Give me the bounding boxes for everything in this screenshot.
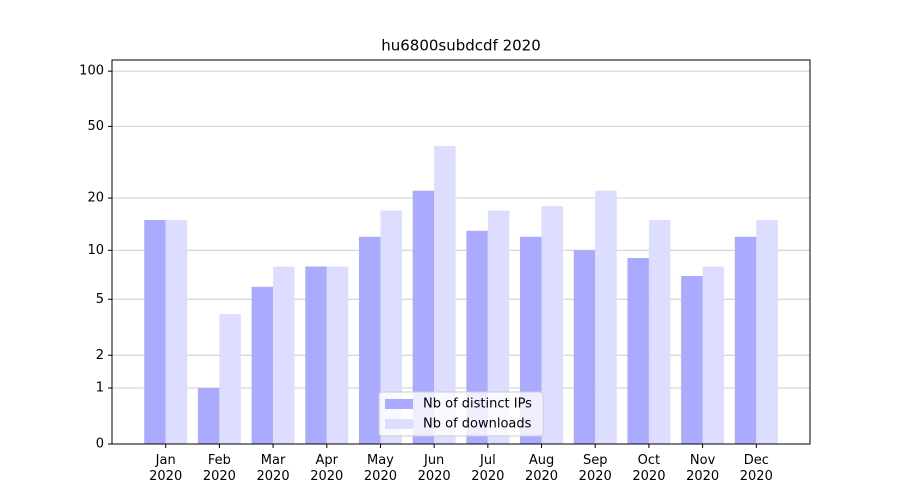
- x-tick-label: Jun 2020: [417, 453, 451, 484]
- bar: [305, 266, 327, 444]
- bar: [648, 220, 671, 444]
- bar: [251, 286, 274, 444]
- chart-title: hu6800subdcdf 2020: [381, 37, 541, 55]
- bar: [434, 146, 456, 444]
- bar: [144, 220, 166, 444]
- x-tick-label: Mar 2020: [256, 453, 290, 484]
- bar: [165, 220, 188, 444]
- y-tick-label: 1: [96, 381, 104, 396]
- bar: [541, 206, 564, 444]
- bar: [595, 190, 617, 444]
- bar: [326, 266, 349, 444]
- x-tick-label: Jul 2020: [471, 453, 505, 484]
- x-tick-label: May 2020: [363, 453, 397, 484]
- bar: [273, 266, 295, 444]
- bar: [219, 313, 241, 444]
- x-tick-label: Feb 2020: [202, 453, 236, 484]
- x-tick-label: Dec 2020: [739, 453, 773, 484]
- bar: [573, 250, 596, 444]
- x-tick-label: Sep 2020: [578, 453, 612, 484]
- bar: [627, 257, 649, 444]
- legend-box: [378, 391, 544, 437]
- legend-label: Nb of downloads: [423, 417, 532, 432]
- y-tick-label: 20: [87, 191, 104, 206]
- y-tick-label: 50: [87, 119, 104, 134]
- bar: [197, 388, 220, 444]
- bar: [756, 220, 778, 444]
- bar: [487, 210, 510, 444]
- x-tick-label: Oct 2020: [632, 453, 666, 484]
- bar: [702, 266, 725, 444]
- y-tick-label: 5: [96, 292, 104, 307]
- bar: [358, 236, 381, 444]
- y-tick-label: 10: [87, 243, 104, 258]
- x-tick-label: Jan 2020: [149, 453, 183, 484]
- bar: [412, 190, 435, 444]
- y-tick-label: 0: [96, 437, 104, 452]
- y-tick-label: 100: [79, 64, 104, 79]
- bar: [380, 210, 402, 444]
- legend-swatch: [385, 399, 413, 409]
- y-tick-label: 2: [96, 348, 104, 363]
- bar: [681, 276, 703, 444]
- legend-label: Nb of distinct IPs: [423, 397, 532, 412]
- legend-swatch: [385, 419, 413, 429]
- x-tick-label: Aug 2020: [524, 453, 559, 484]
- plot-frame: [111, 59, 811, 445]
- x-tick-label: Apr 2020: [310, 453, 344, 484]
- bar: [466, 230, 488, 444]
- x-tick-label: Nov 2020: [686, 453, 720, 484]
- bar: [734, 236, 757, 444]
- legend: Nb of distinct IPs Nb of downloads: [378, 391, 544, 437]
